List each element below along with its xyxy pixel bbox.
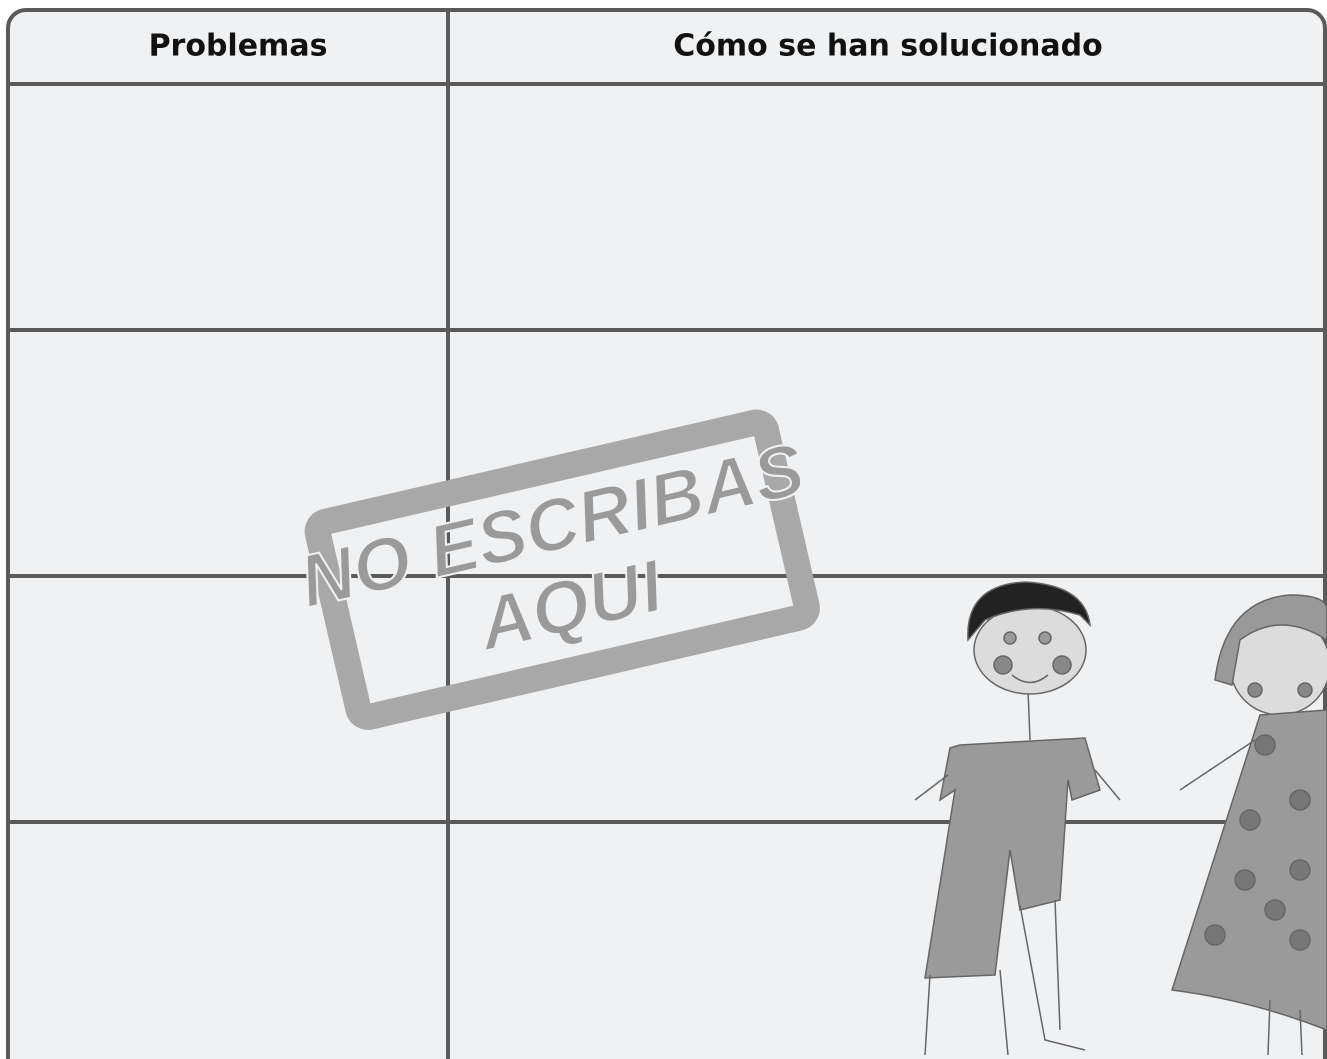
stamp-frame: [304, 409, 820, 730]
column-header: Problemas: [149, 29, 328, 64]
column-header: Cómo se han solucionado: [673, 29, 1102, 64]
boy-drawing: [914, 581, 1121, 1056]
girl-drawing: [1171, 594, 1327, 1056]
stamp: NO ESCRIBAS AQUI: [291, 409, 820, 730]
